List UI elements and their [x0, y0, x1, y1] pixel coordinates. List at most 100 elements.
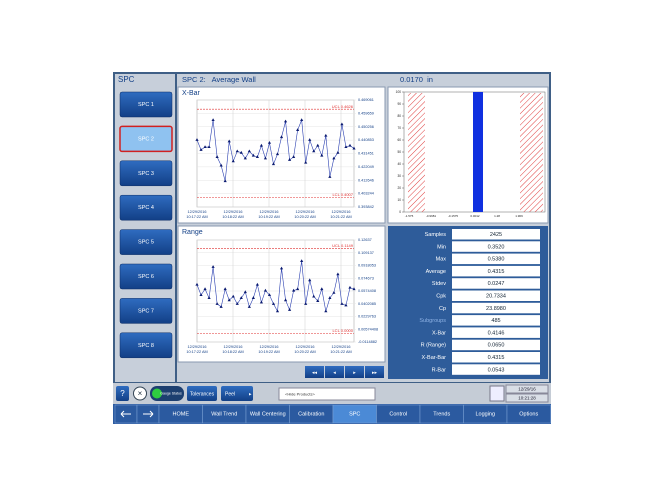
data-point [267, 293, 272, 297]
data-point [231, 159, 235, 163]
stat-value-box [452, 302, 540, 314]
gauge-status[interactable] [150, 386, 184, 401]
data-point [320, 287, 324, 291]
spc-button-label: SPC 4 [138, 205, 154, 211]
product-field[interactable] [278, 387, 376, 401]
prev-button[interactable] [325, 366, 344, 378]
y-tick-label: 100 [396, 90, 402, 94]
y-tick-label: 90 [397, 102, 401, 106]
sidebar-title: SPC [118, 75, 135, 84]
y-tick-label: 0.422049 [358, 165, 374, 169]
chart-nav: ◂◂ ◂ ▸ ▸▸ [305, 366, 384, 378]
time-box [505, 393, 549, 403]
printer-icon[interactable] [489, 385, 505, 402]
data-point [247, 305, 251, 308]
data-point [324, 133, 328, 137]
data-point [328, 175, 332, 178]
spc-button-label: SPC 1 [138, 102, 154, 108]
stat-label: Average [426, 269, 446, 275]
stat-label: Min [437, 244, 446, 250]
stat-value: 0.0247 [488, 281, 505, 287]
nav-tab[interactable] [506, 404, 551, 424]
data-point [348, 143, 352, 147]
data-point [316, 143, 320, 147]
x-tick-time: 10:17:22 AM [186, 215, 207, 219]
x-tick-time: 10:19:22 AM [258, 350, 279, 354]
stat-value-box [452, 278, 540, 289]
data-point [296, 287, 300, 291]
stat-value: 23.8980 [486, 306, 506, 312]
x-tick-date: 12/29/2016 [331, 345, 350, 349]
data-point [251, 153, 255, 157]
nav-tab-label: Options [519, 411, 538, 417]
x-tick-date: 12/29/2016 [295, 345, 314, 349]
next-button[interactable] [345, 366, 364, 378]
spc-button-label: SPC 2 [138, 136, 154, 142]
x-tick-date: 12/29/2016 [259, 345, 278, 349]
spc-button[interactable] [119, 125, 173, 153]
data-point [255, 155, 259, 158]
spc-button[interactable] [119, 91, 173, 118]
x-tick-label: -0.9681 [426, 214, 437, 218]
spc-button[interactable] [119, 160, 173, 187]
x-tick-date: 12/29/2016 [295, 210, 314, 214]
profile-label: Peel [225, 391, 235, 397]
data-line [196, 119, 355, 182]
nav-tab-label: Logging [475, 411, 495, 417]
spc-button[interactable] [119, 229, 173, 255]
panel-value: 0.0170 in [400, 75, 433, 84]
panel-title: SPC 2: Average Wall [182, 75, 256, 84]
last-button[interactable] [365, 366, 384, 378]
nav-tab-label: Control [389, 411, 407, 417]
date: 12/29/16 [518, 387, 536, 392]
data-point [348, 285, 352, 289]
data-point [203, 145, 207, 149]
data-point [304, 160, 308, 164]
data-point [316, 299, 320, 302]
nav-tab-label: Calibration [298, 411, 324, 417]
y-tick-label: 80 [397, 114, 401, 118]
data-point [267, 140, 272, 144]
y-tick-label: 0.12637 [358, 238, 372, 242]
close-button[interactable]: × [133, 386, 147, 401]
svg-text:▸▸: ▸▸ [372, 370, 378, 376]
y-tick-label: 0.459659 [358, 111, 374, 115]
data-point [279, 266, 284, 270]
data-point [207, 296, 211, 299]
stat-value: 0.4146 [488, 330, 505, 336]
data-point [195, 282, 199, 286]
forward-button[interactable] [136, 404, 160, 424]
data-point [219, 163, 223, 167]
y-tick-label: 0 [399, 210, 401, 214]
y-tick-label: 0.440853 [358, 138, 374, 142]
data-point [340, 302, 344, 305]
stat-label: Stdev [432, 281, 446, 287]
back-button[interactable] [114, 404, 138, 424]
stat-value: 0.4315 [488, 355, 505, 361]
nav-tab-label: Wall Trend [211, 411, 237, 417]
spc-button-label: SPC 5 [138, 240, 154, 246]
spc-button[interactable] [119, 194, 173, 221]
svg-text:?: ? [120, 389, 125, 398]
data-point [211, 265, 215, 268]
stat-value-box [452, 241, 540, 252]
tolerances-button[interactable] [187, 386, 217, 401]
x-tick-time: 10:17:22 AM [186, 350, 207, 354]
spc-button[interactable] [119, 332, 173, 359]
help-button[interactable]: ? [116, 386, 129, 401]
date-box [505, 384, 549, 394]
spc-button[interactable] [119, 298, 173, 324]
y-tick-label: 0.0574408 [358, 289, 376, 293]
spc-button[interactable] [119, 263, 173, 290]
first-button[interactable] [305, 366, 324, 378]
profile-select[interactable]: ▸ [221, 386, 253, 401]
data-point [344, 145, 348, 149]
svg-text:▸: ▸ [353, 370, 356, 376]
chart-title: X-Bar [182, 90, 201, 97]
data-point [296, 128, 300, 131]
data-point [199, 148, 203, 151]
stat-label: Cp [439, 306, 446, 312]
stat-value: 0.4315 [488, 269, 505, 275]
stat-label: Samples [425, 232, 447, 238]
